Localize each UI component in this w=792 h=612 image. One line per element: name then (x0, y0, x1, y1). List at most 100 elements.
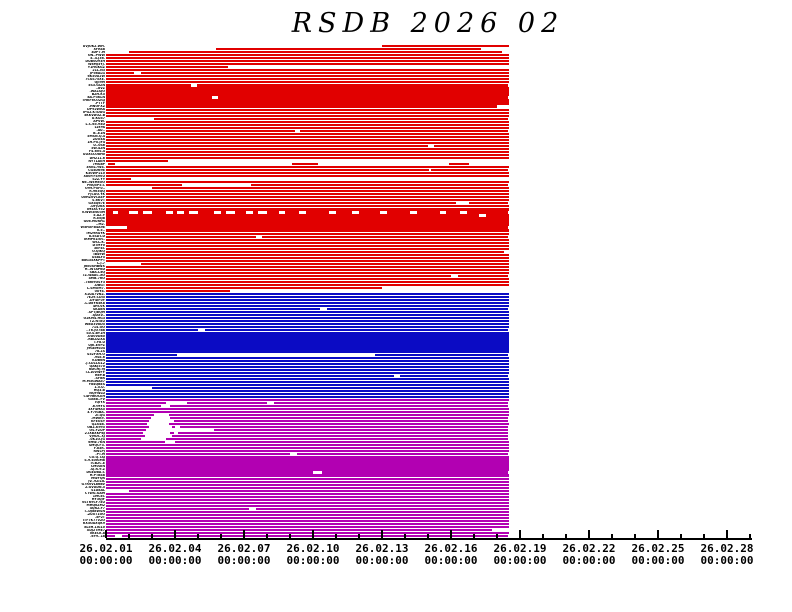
availability-bar (106, 459, 509, 462)
availability-bar (106, 175, 509, 178)
x-axis-minor-tick (151, 534, 153, 538)
availability-bar (106, 522, 509, 526)
y-axis-row-label: F4.6VS.4 (88, 150, 105, 154)
y-axis-row-label: ITF7K77VZO (82, 519, 105, 523)
availability-bar (106, 293, 509, 296)
y-axis-row-label: F.83R. (93, 446, 105, 450)
availability-bar (106, 314, 509, 317)
availability-bar (198, 211, 215, 214)
x-axis-minor-tick (358, 534, 360, 538)
y-axis-row-label: LLYPA (94, 126, 105, 130)
x-axis-tick-label: 26.02.13 00:00:00 (348, 543, 416, 566)
availability-bar (152, 187, 509, 190)
y-axis-row-label: .SFBR (94, 377, 105, 381)
availability-bar (106, 199, 509, 202)
availability-bar (106, 471, 313, 474)
y-axis-row-label: TCB2C.E (90, 461, 105, 465)
y-axis-row-label: 1.5.U. (94, 386, 105, 390)
x-axis-tick-label: 26.02.10 00:00:00 (279, 543, 347, 566)
availability-bar (106, 510, 509, 513)
availability-bar (250, 184, 509, 187)
y-axis-row-label: 4MB.7RO (88, 277, 105, 281)
availability-bar (106, 132, 509, 135)
availability-bar (292, 162, 318, 166)
y-axis-row-label: .PTTF (94, 102, 105, 106)
availability-bar (106, 326, 509, 329)
tick-label-time: 00:00:00 (79, 553, 133, 567)
availability-bar (106, 181, 509, 184)
y-axis-row-label: 8.ESDT.D (88, 235, 105, 239)
y-axis-row-label: RWLPJ (93, 449, 105, 453)
y-axis-row-label: 2.IXBXKPBJ (84, 431, 105, 435)
y-axis-row-label: DTMY0 (92, 244, 105, 248)
y-axis-row-label: G06.MURH1 (83, 220, 105, 224)
y-axis-row-label: THKF6COZGJ (82, 99, 105, 103)
availability-bar (106, 271, 509, 275)
y-axis-row-label: 714.OO (91, 325, 105, 329)
y-axis-row-label: IQIYX (95, 401, 105, 405)
x-axis-minor-tick (542, 534, 544, 538)
availability-bar (106, 359, 509, 362)
y-axis-row-label: B..E1N (93, 132, 105, 136)
y-axis-row-label: CO.Q.TAJ (89, 455, 105, 459)
y-axis-row-label: .786I9OSY3 (84, 280, 105, 284)
y-axis-row-label: JP56ALG (89, 71, 105, 75)
y-axis-row-label: SBA.L5Q (89, 271, 105, 275)
availability-bar (106, 507, 249, 510)
availability-bar (179, 426, 509, 429)
availability-bar (106, 441, 165, 444)
availability-bar (106, 362, 509, 365)
tick-label-time: 00:00:00 (562, 553, 616, 567)
availability-bar (221, 211, 226, 214)
availability-bar (106, 420, 149, 423)
availability-bar (106, 453, 290, 456)
availability-bar (106, 498, 509, 501)
tick-label-time: 00:00:00 (355, 553, 409, 567)
y-axis-row-label: H.PTB48 (89, 474, 105, 478)
y-axis-row-label: .DBGT (93, 283, 105, 287)
y-axis-row-label: M.M3GWA57 (82, 380, 105, 384)
availability-bar (140, 72, 509, 75)
x-axis-major-tick (381, 530, 383, 538)
availability-bar (106, 495, 509, 498)
availability-bar (178, 432, 509, 435)
y-axis-row-label: 5W.42N (91, 147, 105, 151)
y-axis-row-label: .L.D8YR5K8 (84, 301, 105, 305)
tick-label-date: 26.02.13 (355, 542, 409, 555)
availability-bar (326, 308, 509, 311)
availability-bar (446, 211, 461, 214)
availability-bar (170, 432, 174, 435)
x-axis-tick-label: 26.02.22 00:00:00 (555, 543, 623, 566)
availability-bar (106, 311, 509, 314)
availability-bar (106, 96, 212, 99)
availability-bar (171, 426, 175, 429)
availability-bar (106, 289, 231, 293)
y-axis-row-label: .0K1O.JG (89, 437, 105, 441)
availability-bar (106, 423, 148, 426)
y-axis-row-label: CTWG.GAM (84, 492, 105, 496)
y-axis-row-label: KFEO4Y (90, 419, 105, 423)
y-axis-row-label: .PT.M (95, 452, 105, 456)
x-axis-tick-label: 26.02.16 00:00:00 (417, 543, 485, 566)
availability-bar (106, 72, 134, 75)
y-axis-row-label: V.WW3NO3M (81, 210, 105, 214)
y-axis-row-label: V.DB6N (91, 359, 105, 363)
availability-bar (106, 135, 509, 138)
y-axis-row-label: X1UA7VNZ. (84, 292, 105, 296)
y-axis-row-label: UJK.EVPZ (88, 344, 105, 348)
x-axis-tick-label: 26.02.01 00:00:00 (72, 543, 140, 566)
availability-bar (106, 513, 509, 516)
availability-bar (106, 477, 509, 480)
availability-bar (106, 516, 509, 519)
y-axis-row-label: 3.Y7IGBA. (87, 410, 105, 414)
x-axis-minor-tick (266, 534, 268, 538)
availability-bar (170, 417, 509, 420)
y-axis-row-label: ..T6.JO7B8 (86, 328, 105, 332)
y-axis-row-label: 5.AZ.Y (93, 213, 105, 217)
availability-bar (457, 274, 509, 278)
y-axis-row-label: R.963QQ (89, 189, 105, 193)
y-axis-row-label: K30WP210 (85, 171, 105, 175)
y-axis-row-label: APVW. (93, 120, 105, 124)
availability-bar (152, 211, 166, 214)
availability-bar (106, 492, 509, 495)
